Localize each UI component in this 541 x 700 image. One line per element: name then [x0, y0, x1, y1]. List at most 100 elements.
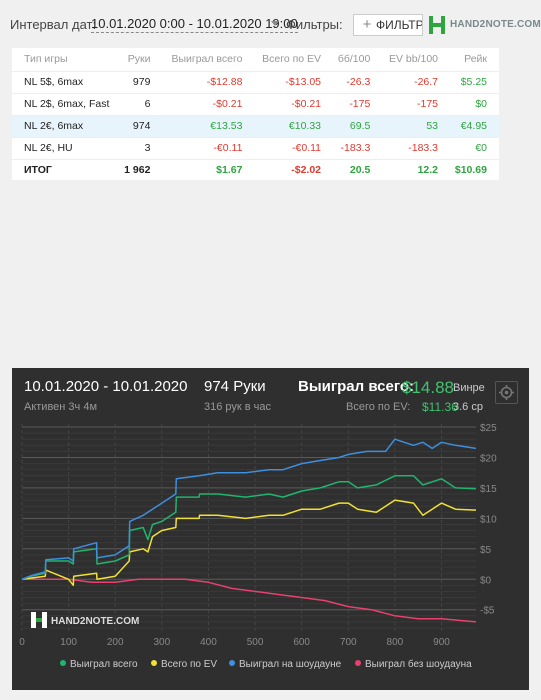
series-lines	[21, 438, 477, 623]
settings-gear-button[interactable]	[495, 381, 518, 404]
table-row[interactable]: NL 5$, 6max 979 -$12.88 -$13.05 -26.3 -2…	[12, 71, 499, 94]
cell-ev-total: -€0.11	[254, 137, 334, 160]
date-interval-label: Интервал дат:	[10, 17, 97, 32]
x-tick-label: 700	[340, 637, 357, 648]
filters-label: Фильтры:	[286, 17, 343, 32]
cell-bb100: 69.5	[333, 115, 383, 138]
hands-count: 974 Руки	[204, 378, 266, 395]
cell-game-type: NL 5$, 6max	[12, 71, 120, 94]
legend-label: Всего по EV	[161, 659, 218, 670]
cell-total-hands: 1 962	[124, 164, 151, 177]
cell-won-total: -€0.11	[162, 137, 255, 160]
legend-label: Выиграл без шоудауна	[365, 659, 472, 670]
plus-icon: +	[362, 16, 372, 33]
cell-total-won: $1.67	[216, 164, 243, 177]
cell-ev-bb100: -183.3	[382, 137, 451, 160]
x-tick-label: 300	[153, 637, 170, 648]
cell-game-type: NL 2€, 6max	[12, 115, 120, 138]
table-row-selected[interactable]: NL 2€, 6max 974 €13.53 €10.33 69.5 53 €4…	[12, 115, 499, 138]
stats-table: Тип игры Руки Выиграл всего Всего по EV …	[12, 48, 499, 181]
col-hands[interactable]: Руки	[120, 48, 163, 72]
cell-ev-bb100: -26.7	[382, 71, 451, 94]
cell-total-ev: -$2.02	[291, 164, 322, 177]
legend-item-showdown[interactable]: Выиграл на шоудауне	[229, 659, 341, 670]
ev-total-value: $11.36	[422, 400, 458, 414]
cell-total-ev-bb100: 12.2	[417, 164, 439, 177]
col-bb100[interactable]: бб/100	[333, 48, 383, 72]
toolbar: Интервал дат: 10.01.2020 0:00 - 10.01.20…	[0, 0, 541, 48]
cell-ev-bb100: 53	[382, 115, 451, 138]
x-tick-label: 600	[293, 637, 310, 648]
chevron-down-icon[interactable]	[271, 21, 279, 26]
won-total-label: Выиграл всего:	[298, 378, 415, 395]
legend-item-nonshowdown[interactable]: Выиграл без шоудауна	[355, 659, 472, 670]
y-tick-label: $10	[480, 514, 497, 525]
cell-total-label: ИТОГ	[24, 164, 52, 177]
legend-item-won[interactable]: Выиграл всего	[60, 659, 138, 670]
x-tick-label: 0	[19, 637, 25, 648]
graph-plot: $25 $20 $15 $10 $5 $0 -$5 0 100 200 300 400 500 600 7…	[19, 423, 497, 648]
cell-hands: 3	[120, 137, 163, 160]
cell-won-total: -$12.88	[162, 71, 255, 94]
graph-card: 10.01.2020 - 10.01.2020 Активен 3ч 4м 97…	[12, 368, 529, 690]
legend-label: Выиграл всего	[70, 659, 138, 670]
filter-button[interactable]: + ФИЛЬТР	[353, 14, 423, 36]
h2n-logo-icon	[429, 16, 445, 34]
hands-per-hour: 316 рук в час	[204, 401, 272, 413]
legend-item-ev[interactable]: Всего по EV	[151, 659, 217, 670]
col-rake[interactable]: Рейк	[450, 48, 499, 72]
cell-hands: 6	[120, 93, 163, 116]
legend-dot	[151, 660, 157, 666]
series-line-3	[22, 578, 477, 623]
series-line-2	[21, 438, 477, 580]
table-row[interactable]: NL 2€, HU 3 -€0.11 -€0.11 -183.3 -183.3 …	[12, 137, 499, 160]
col-game-type[interactable]: Тип игры	[12, 48, 120, 72]
table-row[interactable]: NL 2$, 6max, Fast 6 -$0.21 -$0.21 -175 -…	[12, 93, 499, 116]
winrate-sub: 3.6 ср	[453, 401, 483, 413]
cell-won-total: €13.53	[162, 115, 255, 138]
x-tick-label: 400	[200, 637, 217, 648]
cell-hands: 974	[120, 115, 163, 138]
date-range-picker[interactable]: 10.01.2020 0:00 - 10.01.2020 19:00	[91, 16, 298, 33]
gear-icon	[499, 385, 514, 400]
cell-game-type: NL 2€, HU	[12, 137, 120, 160]
series-line-0	[21, 475, 477, 581]
cell-ev-total: -$13.05	[254, 71, 334, 94]
x-tick-label: 900	[433, 637, 450, 648]
x-tick-label: 200	[107, 637, 124, 648]
brand-text: HAND2NOTE.COM	[450, 19, 541, 30]
x-tick-label: 100	[60, 637, 77, 648]
legend-dot	[60, 660, 66, 666]
legend-dot	[229, 660, 235, 666]
cell-rake: $0	[450, 93, 499, 116]
cell-hands: 979	[120, 71, 163, 94]
col-ev-bb100[interactable]: EV bb/100	[382, 48, 451, 72]
cell-game-type: NL 2$, 6max, Fast	[12, 93, 120, 116]
legend-dot	[355, 660, 361, 666]
y-axis-ticks: $25 $20 $15 $10 $5 $0 -$5	[480, 423, 497, 617]
y-tick-label: -$5	[480, 606, 495, 617]
grid-lines	[21, 424, 476, 631]
graph-date-range: 10.01.2020 - 10.01.2020	[24, 378, 188, 395]
legend-label: Выиграл на шоудауне	[239, 659, 342, 670]
cell-bb100: -183.3	[333, 137, 383, 160]
col-ev-total[interactable]: Всего по EV	[254, 48, 334, 72]
x-axis-ticks: 0 100 200 300 400 500 600 700 800 900	[19, 637, 450, 648]
y-tick-label: $0	[480, 575, 492, 586]
brand-logo: HAND2NOTE.COM	[428, 13, 541, 39]
cell-rake: €4.95	[450, 115, 499, 138]
watermark-text: HAND2NOTE.COM	[51, 616, 139, 627]
won-total-value: $14.88	[402, 378, 454, 397]
watermark: HAND2NOTE.COM	[31, 612, 139, 628]
cell-rake: $5.25	[450, 71, 499, 94]
col-won-total[interactable]: Выиграл всего	[162, 48, 255, 72]
cell-total-rake: $10.69	[454, 164, 487, 177]
winrate-label: Винре	[453, 382, 485, 394]
cell-ev-total: -$0.21	[254, 93, 334, 116]
cell-total-bb100: 20.5	[349, 164, 371, 177]
y-tick-label: $25	[480, 423, 497, 434]
table-total-row: ИТОГ 1 962 $1.67 -$2.02 20.5 12.2 $10.69	[12, 159, 499, 181]
y-tick-label: $15	[480, 484, 497, 495]
stats-table-card: Тип игры Руки Выиграл всего Всего по EV …	[12, 48, 499, 180]
x-tick-label: 500	[247, 637, 264, 648]
